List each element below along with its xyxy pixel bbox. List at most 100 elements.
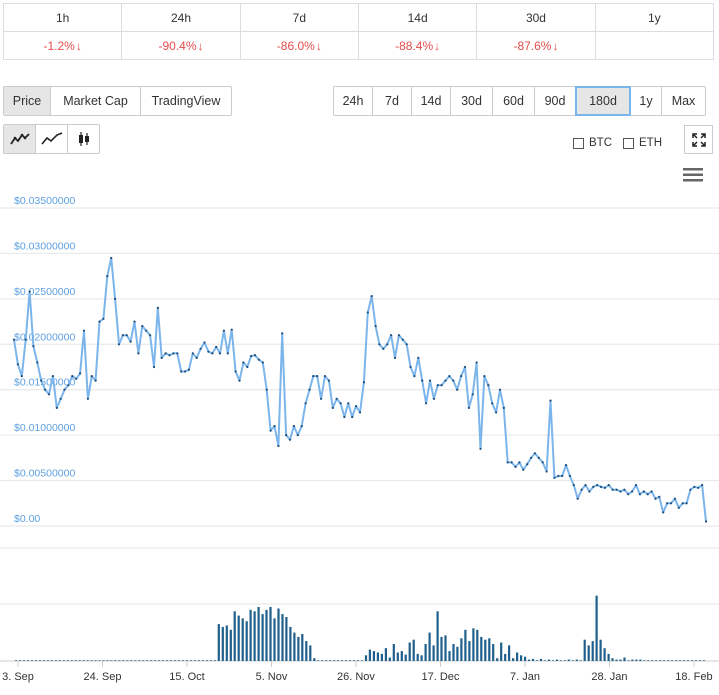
price-point: [526, 463, 529, 466]
change-value-24h: -90.4%: [158, 38, 197, 53]
volume-bar: [158, 660, 161, 661]
change-cell-1y: [594, 31, 715, 60]
price-point: [510, 461, 513, 464]
volume-bar: [563, 660, 566, 661]
candlestick-icon[interactable]: [67, 124, 100, 154]
range-14d-button[interactable]: 14d: [411, 86, 451, 116]
volume-bar: [695, 660, 698, 661]
volume-bar: [663, 660, 666, 661]
price-point: [448, 375, 451, 378]
period-label-24h: 24h: [121, 3, 241, 32]
price-point: [285, 434, 288, 437]
compare-eth-toggle[interactable]: ETH: [623, 137, 662, 149]
price-point: [409, 365, 412, 369]
price-point: [358, 411, 362, 414]
price-point: [440, 384, 443, 387]
price-point: [234, 370, 237, 373]
range-180d-button[interactable]: 180d: [575, 86, 631, 116]
line-chart-icon[interactable]: [3, 124, 36, 154]
y-tick-label: $0.01000000: [14, 422, 75, 434]
price-point: [292, 425, 295, 428]
price-point: [106, 275, 109, 278]
change-value-14d: -88.4%: [395, 38, 434, 53]
volume-bar: [333, 660, 336, 661]
volume-bar: [392, 644, 395, 661]
change-cell-14d: -88.4%↓: [357, 31, 478, 60]
tab-price[interactable]: Price: [3, 86, 51, 116]
price-point: [36, 361, 39, 364]
volume-bar: [524, 656, 527, 661]
volume-bar: [492, 644, 495, 661]
price-point: [537, 456, 540, 459]
price-point: [191, 352, 194, 355]
volume-bar: [543, 660, 546, 661]
price-point: [51, 375, 55, 378]
tab-tradingview[interactable]: TradingView: [140, 86, 232, 116]
volume-bars: [14, 595, 706, 662]
volume-bar: [42, 660, 45, 661]
price-point: [110, 256, 113, 260]
range-60d-button[interactable]: 60d: [492, 86, 535, 116]
volume-bar: [70, 660, 73, 661]
price-point: [452, 379, 455, 382]
volume-bar: [110, 660, 113, 661]
hamburger-menu-icon[interactable]: [683, 168, 703, 182]
range-1y-button[interactable]: 1y: [630, 86, 662, 116]
volume-bar: [372, 651, 375, 661]
volume-bar: [122, 660, 125, 661]
volume-bar: [289, 626, 292, 661]
price-point: [218, 352, 222, 355]
range-30d-button[interactable]: 30d: [450, 86, 493, 116]
volume-bar: [384, 648, 387, 661]
range-7d-button[interactable]: 7d: [372, 86, 412, 116]
volume-bar: [440, 636, 443, 661]
price-point: [631, 490, 634, 493]
volume-bar: [82, 660, 85, 661]
price-point: [592, 485, 595, 488]
volume-bar: [567, 659, 570, 661]
price-point: [502, 406, 505, 409]
volume-bar: [432, 645, 435, 661]
price-point: [40, 379, 43, 382]
price-point: [347, 402, 350, 405]
down-arrow-icon: ↓: [552, 38, 559, 53]
smooth-line-icon[interactable]: [35, 124, 68, 154]
eth-checkbox[interactable]: [623, 137, 634, 149]
price-point: [242, 361, 245, 364]
volume-bar: [106, 660, 109, 661]
volume-bar: [412, 639, 415, 661]
volume-bar: [54, 660, 57, 661]
change-value-30d: -87.6%: [513, 38, 552, 53]
volume-bar: [26, 660, 29, 661]
price-point: [436, 384, 439, 387]
volume-bar: [78, 660, 81, 661]
tab-market-cap[interactable]: Market Cap: [50, 86, 141, 116]
price-point: [549, 399, 552, 402]
down-arrow-icon: ↓: [434, 38, 441, 53]
volume-bar: [352, 660, 356, 661]
price-point: [176, 352, 179, 355]
fullscreen-button[interactable]: [684, 125, 713, 154]
price-point: [673, 497, 677, 500]
y-axis-labels: $0.03500000 $0.03000000 $0.02500000 $0.0200…: [14, 195, 75, 525]
price-point: [701, 484, 704, 487]
price-point: [55, 406, 58, 409]
compare-btc-toggle[interactable]: BTC: [573, 137, 612, 149]
price-point: [572, 484, 575, 487]
volume-bar: [659, 660, 662, 661]
price-point: [603, 486, 607, 489]
price-point: [378, 343, 381, 346]
price-point: [568, 474, 572, 478]
price-point: [32, 345, 35, 348]
price-point: [343, 415, 346, 419]
price-point: [203, 341, 206, 344]
volume-bar: [555, 659, 558, 661]
btc-checkbox[interactable]: [573, 137, 584, 149]
period-label-14d: 14d: [357, 3, 478, 32]
price-point: [63, 388, 66, 391]
range-max-button[interactable]: Max: [661, 86, 706, 116]
price-point: [627, 493, 630, 496]
price-point: [160, 356, 163, 359]
price-point: [666, 502, 669, 505]
price-point: [137, 352, 140, 355]
